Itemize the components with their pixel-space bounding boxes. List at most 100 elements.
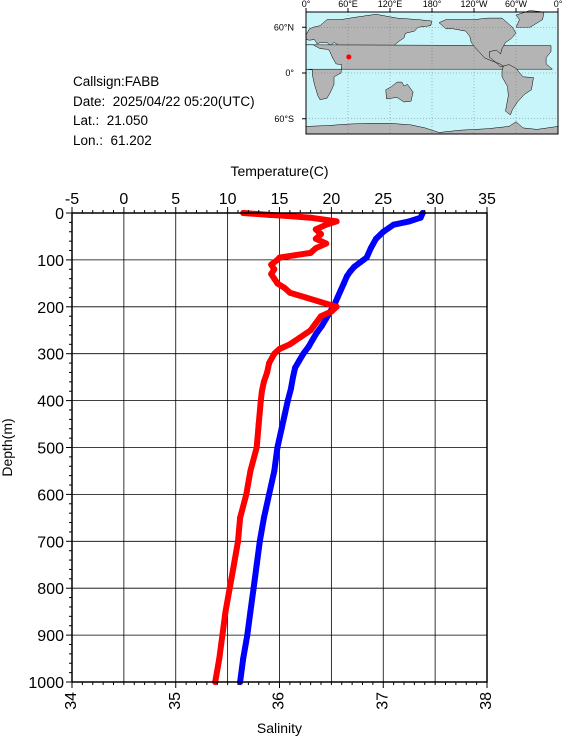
temperature-point [347,268,354,275]
salinity-point [312,235,319,242]
salinity-point [302,294,309,301]
salinity-point [271,266,278,273]
salinity-point [312,320,319,327]
temperature-point [240,655,247,662]
salinity-axis-title: Salinity [257,720,302,736]
salinity-point [312,245,319,252]
greenland-landmass [515,10,545,28]
salinity-point [333,218,340,225]
salinity-point [323,221,330,228]
temperature-tick-label: 30 [426,191,444,208]
map-lon-label: 60°W [505,0,528,9]
date-label: Date: 2025/04/22 05:20(UTC) [73,93,255,109]
salinity-tick-label: 37 [374,692,391,710]
depth-tick-label: 400 [37,394,64,411]
salinity-point [266,360,273,367]
salinity-point [333,303,340,310]
depth-tick-label: 800 [37,581,64,598]
temperature-point [266,491,273,498]
temperature-point [406,218,413,225]
salinity-point [235,538,241,545]
station-marker [346,54,352,60]
salinity-point [286,289,293,296]
temperature-point [278,425,285,432]
salinity-point [307,327,314,334]
temperature-point [292,364,299,371]
map-lon-label: 60°E [338,0,358,9]
temperature-point [313,329,320,336]
temperature-point [417,214,424,221]
map-lon-label: 120°E [378,0,403,9]
map-lon-label: 0° [302,0,311,9]
north-america-landmass [438,17,517,68]
salinity-point [318,231,324,238]
temperature-point [373,235,379,242]
map-lat-label: 60°N [274,22,294,32]
salinity-tick-label: 34 [63,692,80,710]
depth-tick-label: 200 [37,300,64,317]
map-lon-label: 180° [423,0,442,9]
temperature-point [281,411,288,418]
temperature-point [284,397,291,404]
temperature-point [305,343,312,350]
salinity-point [264,369,271,376]
salinity-point [257,397,264,404]
salinity-point [268,271,275,277]
temperature-point [309,336,316,343]
salinity-point [328,308,335,315]
temperature-tick-label: 35 [478,191,496,208]
salinity-point [274,280,281,287]
temperature-point [247,608,254,615]
salinity-point [247,468,254,474]
salinity-tick-label: 36 [271,692,288,710]
temperature-tick-label: 25 [374,191,392,208]
temperature-tick-label: 15 [271,191,289,208]
salinity-point [222,608,229,615]
depth-tick-label: 300 [37,347,64,364]
salinity-point [258,388,265,395]
temperature-point [390,221,397,228]
salinity-point [307,214,314,221]
salinity-tick-label: 38 [478,692,495,710]
temperature-point [260,514,267,521]
salinity-tick-label: 35 [167,692,184,710]
salinity-point [281,212,288,219]
salinity-point [216,655,223,662]
depth-tick-label: 100 [37,253,64,270]
depth-tick-label: 600 [37,487,64,504]
latitude-label: Lat.: 21.050 [73,113,149,128]
salinity-point [323,240,330,247]
temperature-point [290,374,296,381]
salinity-point [237,514,244,521]
temperature-point [363,254,370,261]
salinity-point [255,421,262,428]
temperature-point [334,294,341,301]
temperature-point [271,468,278,474]
temperature-tick-label: 5 [171,191,180,208]
south-america-landmass [501,64,534,116]
temperature-point [256,538,263,545]
salinity-point [281,285,288,291]
depth-tick-label: 900 [37,628,64,645]
australia-landmass [385,81,414,103]
temperature-point [287,385,294,392]
temperature-point [343,273,350,280]
salinity-point [274,256,281,263]
salinity-point [318,313,324,320]
temperature-point [300,350,307,357]
temperature-point [380,228,387,235]
temperature-tick-label: -5 [65,191,79,208]
depth-tick-label: 0 [55,206,64,223]
temperature-tick-label: 20 [322,191,340,208]
salinity-point [292,252,299,259]
salinity-point [312,226,319,233]
salinity-point [219,632,226,639]
map-lat-label: 60°S [274,114,294,124]
temperature-point [253,561,260,568]
temperature-point [340,280,347,287]
salinity-point [307,249,314,256]
temperature-point [244,632,251,639]
temperature-point [296,357,303,364]
